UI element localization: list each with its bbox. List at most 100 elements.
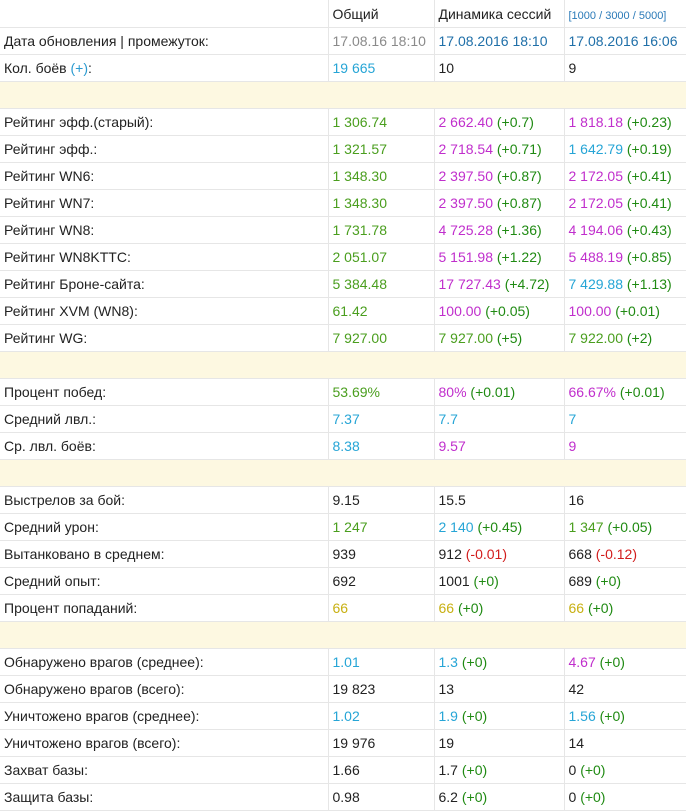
stat-delta: (+0) bbox=[461, 789, 488, 805]
stat-row: Рейтинг эфф.(старый): 1 306.74 2 662.40 (+… bbox=[0, 108, 686, 136]
session-1-cell: 2 140 (+0.45) bbox=[433, 513, 564, 541]
stat-label: Рейтинг эфф.(старый): bbox=[4, 114, 154, 130]
session-1-cell: 1.7 (+0) bbox=[433, 756, 564, 784]
stat-label-cell: Рейтинг WG: bbox=[0, 324, 328, 352]
stat-delta: (+0.85) bbox=[626, 249, 672, 265]
stat-label: Рейтинг Броне-сайта: bbox=[4, 276, 145, 292]
session-2-cell: 4 194.06 (+0.43) bbox=[563, 216, 686, 244]
stat-label: Средний лвл.: bbox=[4, 411, 97, 427]
stat-value: 9 bbox=[568, 60, 577, 76]
stat-label: Уничтожено врагов (всего): bbox=[4, 735, 181, 751]
stat-delta: (+0.05) bbox=[485, 303, 530, 319]
stat-value: 1.9 bbox=[438, 708, 458, 724]
session-1-cell: 2 397.50 (+0.87) bbox=[433, 189, 564, 217]
date-value: 17.08.2016 18:10 bbox=[438, 33, 548, 49]
stat-delta: (+0.87) bbox=[496, 195, 542, 211]
session-2-cell: 668 (-0.12) bbox=[563, 540, 686, 568]
stat-delta: (+0) bbox=[595, 573, 622, 589]
stat-row: Вытанковано в среднем: 939 912 (-0.01) 668 … bbox=[0, 540, 686, 568]
separator-cell bbox=[0, 621, 686, 649]
session-2-cell: 9 bbox=[563, 432, 686, 460]
section-separator bbox=[0, 459, 686, 487]
stat-label-cell: Защита базы: bbox=[0, 783, 328, 811]
stat-value: 0 bbox=[568, 789, 577, 805]
session-1-cell: 5 151.98 (+1.22) bbox=[433, 243, 564, 271]
session-1-cell: 7.7 bbox=[433, 405, 564, 433]
stat-label-cell: Рейтинг Броне-сайта: bbox=[0, 270, 328, 298]
stat-value: 1 306.74 bbox=[332, 114, 388, 130]
stat-label-cell: Уничтожено врагов (среднее): bbox=[0, 702, 328, 730]
stat-row: Уничтожено врагов (всего): 19 976 19 14 bbox=[0, 729, 686, 757]
stat-delta: (+0) bbox=[461, 708, 488, 724]
section-separator bbox=[0, 621, 686, 649]
stat-row: Рейтинг WN7: 1 348.30 2 397.50 (+0.87) 2 17… bbox=[0, 189, 686, 217]
stat-delta: (+0.43) bbox=[626, 222, 672, 238]
stat-delta: (+0) bbox=[461, 654, 488, 670]
stat-row: Средний лвл.: 7.37 7.7 7 bbox=[0, 405, 686, 433]
stat-label-cell: Дата обновления | промежуток: bbox=[0, 27, 328, 55]
stat-value: 17 727.43 bbox=[438, 276, 501, 292]
total-cell: 1 321.57 bbox=[327, 135, 434, 163]
battles-plus-link[interactable]: (+) bbox=[70, 60, 89, 76]
stat-label: Средний урон: bbox=[4, 519, 99, 535]
stat-label-cell: Рейтинг WN8: bbox=[0, 216, 328, 244]
stat-value: 689 bbox=[568, 573, 592, 589]
stat-row: Дата обновления | промежуток: 17.08.16 18… bbox=[0, 27, 686, 55]
session-1-cell: 1.9 (+0) bbox=[433, 702, 564, 730]
stat-value: 66 bbox=[438, 600, 455, 616]
stat-value: 0 bbox=[568, 762, 577, 778]
stat-row: Рейтинг WN8: 1 731.78 4 725.28 (+1.36) 4 19… bbox=[0, 216, 686, 244]
stat-value: 13 bbox=[438, 681, 455, 697]
stat-delta: (+0.23) bbox=[626, 114, 672, 130]
stat-delta: (+0.87) bbox=[496, 168, 542, 184]
stat-value: 8.38 bbox=[332, 438, 360, 454]
stat-label: Вытанковано в среднем: bbox=[4, 546, 165, 562]
session-2-cell: 66.67% (+0.01) bbox=[563, 378, 686, 406]
stat-label-cell: Рейтинг XVM (WN8): bbox=[0, 297, 328, 325]
total-cell: 61.42 bbox=[327, 297, 434, 325]
stat-label: Рейтинг WN6: bbox=[4, 168, 95, 184]
header-row: Общий Динамика сессий [1000 / 3000 / 500… bbox=[0, 0, 686, 28]
stat-row: Средний урон: 1 247 2 140 (+0.45) 1 347 (+0… bbox=[0, 513, 686, 541]
header-empty-cell bbox=[0, 0, 328, 28]
stat-value: 9.15 bbox=[332, 492, 360, 508]
stat-value: 19 bbox=[438, 735, 455, 751]
total-cell: 19 665 bbox=[327, 54, 434, 82]
stat-delta: (+0) bbox=[599, 708, 625, 724]
session-1-cell: 4 725.28 (+1.36) bbox=[433, 216, 564, 244]
session-2-cell: 9 bbox=[563, 54, 686, 82]
date-value: 17.08.16 18:10 bbox=[332, 33, 426, 49]
stat-value: 2 051.07 bbox=[332, 249, 388, 265]
stat-value: 16 bbox=[568, 492, 585, 508]
stat-value: 7 927.00 bbox=[332, 330, 388, 346]
total-cell: 939 bbox=[327, 540, 434, 568]
stat-value: 0.98 bbox=[332, 789, 360, 805]
stat-value: 2 397.50 bbox=[438, 195, 494, 211]
stat-value: 2 140 bbox=[438, 519, 474, 535]
stat-value: 53.69% bbox=[332, 384, 380, 400]
total-cell: 5 384.48 bbox=[327, 270, 434, 298]
stat-label: Процент побед: bbox=[4, 384, 107, 400]
total-cell: 1.02 bbox=[327, 702, 434, 730]
session-2-cell: 1.56 (+0) bbox=[563, 702, 686, 730]
stat-label-cell: Рейтинг эфф.: bbox=[0, 135, 328, 163]
stat-delta: (+4.72) bbox=[504, 276, 550, 292]
stat-value: 7.37 bbox=[332, 411, 360, 427]
total-cell: 19 976 bbox=[327, 729, 434, 757]
stat-value: 7 bbox=[568, 411, 577, 427]
stat-value: 6.2 bbox=[438, 789, 458, 805]
stat-label-cell: Процент попаданий: bbox=[0, 594, 328, 622]
total-cell: 1.01 bbox=[327, 648, 434, 676]
session-1-cell: 17.08.2016 18:10 bbox=[433, 27, 564, 55]
stat-label: Ср. лвл. боёв: bbox=[4, 438, 96, 454]
stat-delta: (+0.71) bbox=[496, 141, 542, 157]
battle-range-filter-link[interactable]: [1000 / 3000 / 5000] bbox=[568, 9, 667, 22]
stat-row: Обнаружено врагов (всего): 19 823 13 42 bbox=[0, 675, 686, 703]
total-cell: 692 bbox=[327, 567, 434, 595]
stat-delta: (+5) bbox=[496, 330, 523, 346]
total-cell: 9.15 bbox=[327, 486, 434, 514]
total-cell: 53.69% bbox=[327, 378, 434, 406]
session-2-cell: 100.00 (+0.01) bbox=[563, 297, 686, 325]
stat-delta: (+1.36) bbox=[496, 222, 542, 238]
